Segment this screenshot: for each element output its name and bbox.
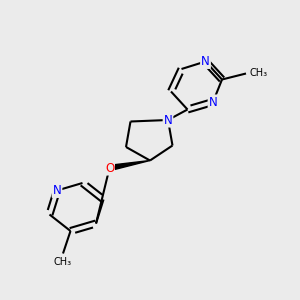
Text: N: N <box>201 55 210 68</box>
Text: N: N <box>208 95 217 109</box>
Text: N: N <box>52 184 62 197</box>
Text: O: O <box>105 161 114 175</box>
Text: CH₃: CH₃ <box>250 68 268 79</box>
Text: CH₃: CH₃ <box>54 257 72 267</box>
Text: N: N <box>164 113 172 127</box>
Text: N: N <box>208 95 217 109</box>
Text: N: N <box>164 113 172 127</box>
Polygon shape <box>109 160 150 171</box>
Text: N: N <box>201 55 210 68</box>
Text: O: O <box>105 161 114 175</box>
Text: N: N <box>52 184 62 197</box>
